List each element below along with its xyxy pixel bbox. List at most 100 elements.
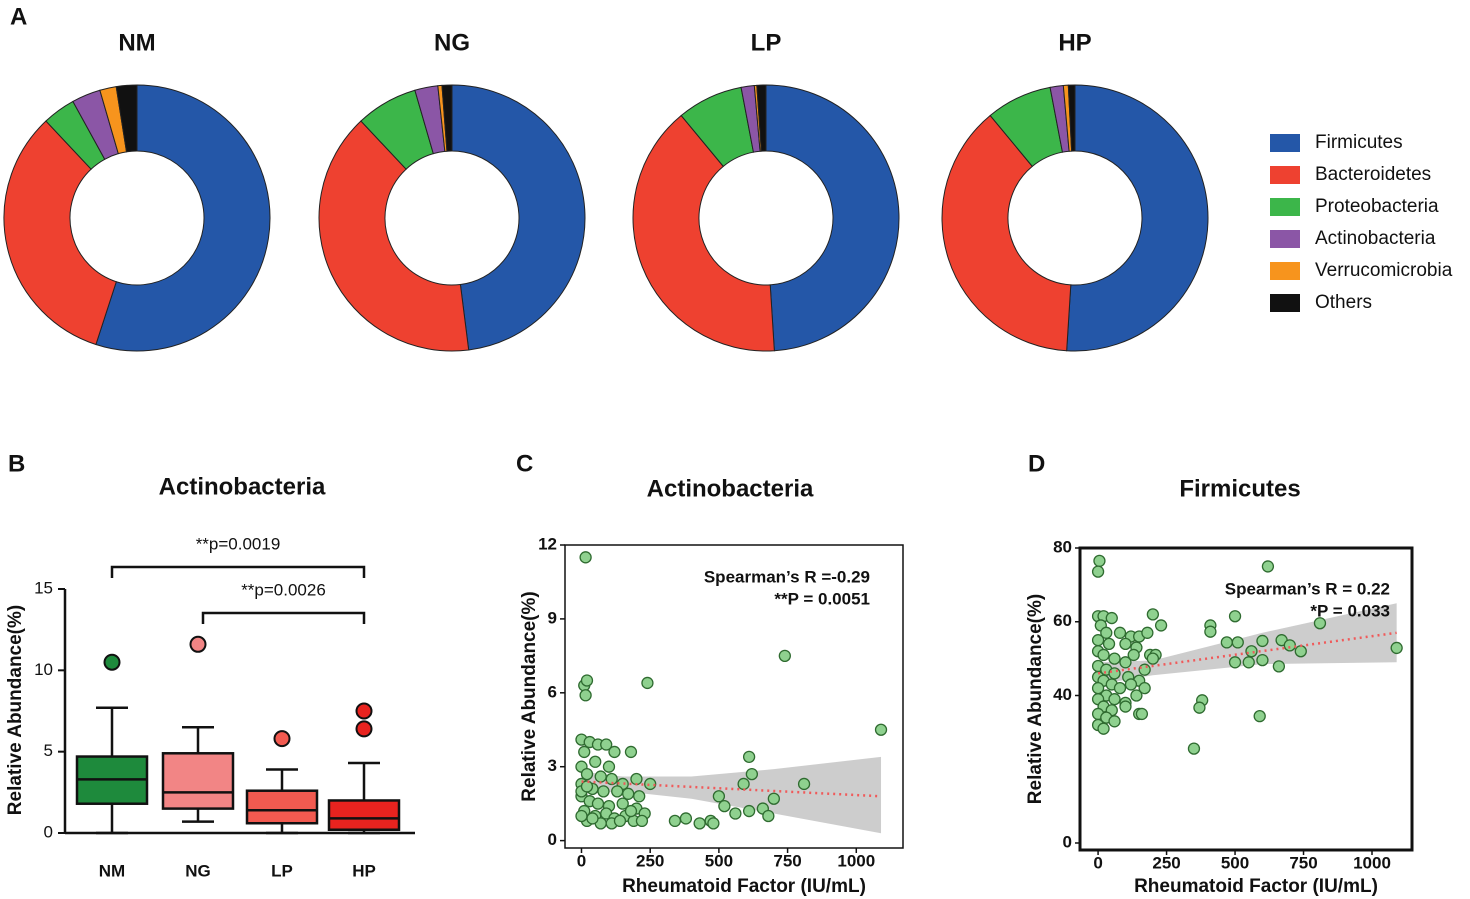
donut-slice <box>451 84 586 351</box>
chart-title: Actinobacteria <box>159 473 326 500</box>
point <box>1113 681 1127 695</box>
point <box>579 689 592 702</box>
y-tick-label: 12 <box>538 534 557 553</box>
point <box>608 745 621 759</box>
x-tick-label: 500 <box>1221 853 1249 872</box>
point <box>630 772 643 786</box>
point <box>586 812 599 825</box>
panel-label: A <box>10 3 27 30</box>
significance-label: **p=0.0026 <box>241 580 326 599</box>
x-tick-label: 1000 <box>1353 853 1391 872</box>
panel-label: C <box>516 450 533 477</box>
point <box>580 767 594 781</box>
point <box>1141 626 1154 639</box>
x-axis-title: Rheumatoid Factor (IU/mL) <box>1134 876 1378 897</box>
point <box>578 745 591 759</box>
box <box>161 752 235 810</box>
outlier <box>355 720 373 738</box>
donut-title: LP <box>751 29 782 56</box>
x-tick-label: 250 <box>1152 853 1180 872</box>
legend-label: Proteobacteria <box>1315 196 1439 217</box>
point <box>707 817 720 830</box>
donut-title: HP <box>1058 29 1091 56</box>
point <box>1228 656 1242 669</box>
point <box>1242 656 1255 669</box>
donut-slice <box>1067 84 1076 152</box>
legend-swatch <box>1270 294 1300 312</box>
point <box>1272 660 1286 673</box>
stat-label: *P = 0.033 <box>1310 601 1390 620</box>
significance-bracket <box>110 565 366 578</box>
stat-label: Spearman’s R = 0.22 <box>1225 579 1390 598</box>
point <box>579 551 592 564</box>
stat-label: Spearman’s R =-0.29 <box>704 567 870 586</box>
point <box>762 809 775 823</box>
x-axis-title: Rheumatoid Factor (IU/mL) <box>622 876 866 897</box>
x-tick-label: 500 <box>705 851 733 870</box>
point <box>613 814 627 828</box>
x-tick-label: 0 <box>577 851 586 870</box>
point <box>797 777 811 791</box>
point <box>624 804 638 818</box>
x-tick-label: 0 <box>1093 853 1102 872</box>
point <box>1108 715 1121 728</box>
legend-label: Actinobacteria <box>1315 228 1436 249</box>
point <box>602 760 616 773</box>
point <box>1261 560 1275 573</box>
box <box>245 789 319 825</box>
point <box>778 649 791 663</box>
point <box>1313 617 1327 630</box>
y-tick-label: 5 <box>44 741 53 760</box>
x-tick-label: NM <box>99 861 125 880</box>
donut-slice <box>632 114 775 352</box>
trend-line <box>1097 631 1397 675</box>
trend-line <box>581 780 882 798</box>
legend-swatch <box>1270 262 1300 280</box>
point <box>1124 678 1138 691</box>
point <box>1231 636 1244 649</box>
point <box>597 785 610 798</box>
point <box>594 770 607 783</box>
box <box>327 799 401 831</box>
point <box>1100 626 1113 639</box>
outlier <box>103 653 121 671</box>
y-axis-title: Relative Abundance(%) <box>5 605 26 815</box>
point <box>591 797 605 810</box>
point <box>1108 667 1121 680</box>
point <box>580 780 594 793</box>
point <box>1146 652 1160 665</box>
y-tick-label: 0 <box>44 822 53 841</box>
point <box>580 674 594 687</box>
point <box>1108 693 1121 706</box>
panel-label: B <box>8 450 25 477</box>
y-axis-title: Relative Abundance(%) <box>519 591 540 801</box>
point <box>693 817 706 830</box>
point <box>1119 700 1132 713</box>
donut-slice <box>95 84 271 352</box>
legend-swatch <box>1270 198 1300 216</box>
y-tick-label: 80 <box>1053 537 1072 556</box>
point <box>1105 611 1118 625</box>
point <box>1390 641 1403 655</box>
point <box>1097 648 1110 662</box>
significance-bracket <box>201 611 366 624</box>
point <box>1245 645 1258 658</box>
point <box>679 812 693 825</box>
point <box>635 814 649 828</box>
point <box>1119 656 1132 669</box>
donut-slice <box>441 84 453 152</box>
y-tick-label: 6 <box>548 682 557 701</box>
point <box>729 807 742 820</box>
chart-title: Actinobacteria <box>647 475 814 502</box>
point <box>624 745 638 759</box>
point <box>1138 663 1151 676</box>
point <box>1135 707 1149 721</box>
y-tick-label: 9 <box>548 608 557 627</box>
legend-swatch <box>1270 230 1300 248</box>
donut-slice <box>115 84 138 153</box>
donut-slice <box>3 120 117 346</box>
point <box>1130 689 1143 702</box>
point <box>1283 639 1296 652</box>
point <box>1091 634 1105 647</box>
